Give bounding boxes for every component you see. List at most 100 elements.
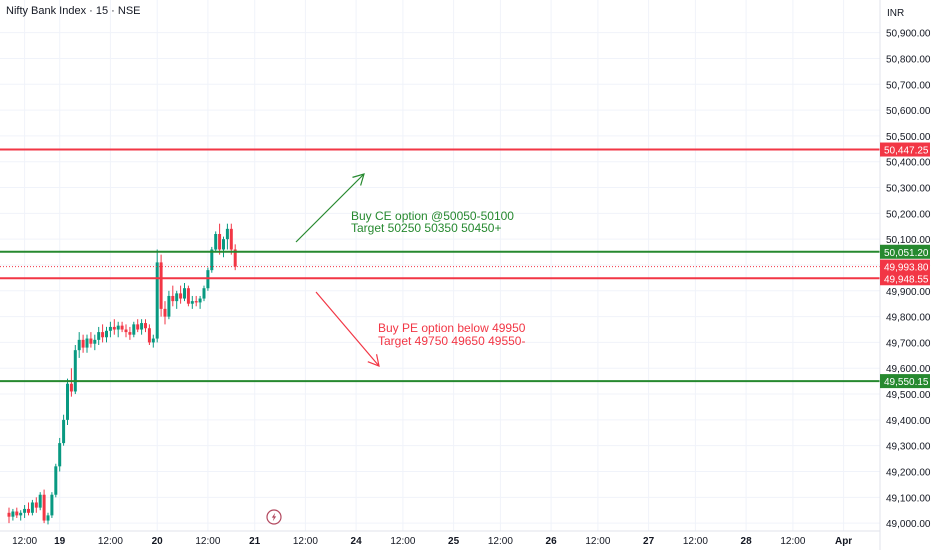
time-axis: 12:00 19 12:00 20 12:00 21 12:00 24 12:00 25 12:00…: [0, 530, 880, 547]
x-tick-label: 25: [448, 536, 460, 547]
candle-body: [46, 515, 50, 521]
candle-body: [222, 239, 225, 250]
up-arrow: [295, 173, 365, 243]
trend-arrows: [295, 173, 380, 367]
x-tick-label: 12:00: [585, 536, 610, 547]
y-tick-label: 50,700.00: [886, 80, 931, 91]
y-tick-label: 50,900.00: [886, 29, 931, 40]
candle-body: [11, 511, 15, 517]
level-price-tag: [880, 244, 930, 259]
x-tick-label: 12:00: [390, 536, 415, 547]
candle-body: [89, 338, 93, 344]
candle-body: [73, 350, 77, 392]
x-tick-label: 12:00: [98, 536, 123, 547]
candle-body: [225, 228, 229, 240]
x-tick-label: 12:00: [12, 536, 37, 547]
candle-body: [128, 332, 132, 335]
y-tick-label: 49,000.00: [886, 519, 931, 530]
candle-body: [155, 262, 159, 339]
y-tick-label: 49,100.00: [886, 493, 931, 504]
ce-annotation-line1: Buy CE option @50050-50100: [351, 209, 514, 223]
x-tick-label: 19: [54, 536, 66, 547]
candle-body: [132, 324, 136, 335]
candle-body: [124, 329, 128, 333]
candle-body: [183, 288, 186, 299]
x-tick-label: 12:00: [488, 536, 513, 547]
down-arrow-head: [367, 354, 380, 367]
candle-body: [120, 325, 124, 330]
candle-body: [93, 339, 97, 344]
candle-body: [147, 328, 151, 343]
level-price-tag: [880, 142, 930, 157]
candle-body: [218, 234, 222, 250]
candle-body: [85, 338, 89, 348]
candle-body: [7, 512, 11, 517]
candle-body: [15, 511, 19, 516]
candle-body: [19, 512, 23, 516]
y-tick-label: 49,800.00: [886, 313, 931, 324]
chart-grid: [0, 0, 880, 531]
candle-body: [198, 298, 202, 303]
currency-label[interactable]: INR: [887, 8, 905, 19]
candle-body: [58, 443, 62, 467]
candle-body: [38, 494, 42, 508]
pe-annotation-line2: Target 49750 49650 49550-: [378, 334, 525, 348]
candle-body: [210, 249, 214, 271]
lightning-icon[interactable]: [266, 509, 282, 525]
candle-body: [34, 502, 38, 508]
candle-body: [140, 323, 144, 330]
x-tick-label: 12:00: [683, 536, 708, 547]
candle-body: [214, 234, 218, 250]
candle-body: [27, 508, 30, 513]
y-tick-label: 50,400.00: [886, 158, 931, 169]
y-tick-label: 49,600.00: [886, 364, 931, 375]
candle-body: [163, 308, 167, 317]
pe-annotation-line1: Buy PE option below 49950: [378, 321, 526, 335]
candle-body: [116, 325, 120, 330]
y-tick-label: 49,300.00: [886, 442, 931, 453]
y-tick-label: 49,500.00: [886, 390, 931, 401]
x-tick-label: 12:00: [780, 536, 805, 547]
candle-body: [112, 326, 116, 330]
x-tick-label: 24: [351, 536, 363, 547]
candle-body: [136, 324, 140, 330]
candle-body: [190, 301, 194, 304]
candle-body: [42, 494, 46, 521]
horizontal-levels: [0, 148, 880, 383]
y-tick-label: 50,100.00: [886, 235, 931, 246]
y-tick-label: 50,600.00: [886, 106, 931, 117]
candle-body: [159, 262, 163, 309]
candle-body: [144, 323, 147, 329]
candle-body: [62, 419, 66, 444]
candle-body: [151, 338, 155, 343]
last-price-label: 49,993.80: [884, 263, 929, 274]
y-tick-label: 50,200.00: [886, 209, 931, 220]
candle-body: [23, 508, 27, 513]
candle-body: [194, 301, 198, 303]
level-price-tag: [880, 271, 930, 286]
candle-body: [175, 293, 179, 302]
candle-body: [97, 332, 101, 340]
candlestick-series: [7, 223, 237, 525]
y-tick-label: 49,700.00: [886, 338, 931, 349]
candle-body: [105, 330, 108, 338]
level-price-label: 49,550.15: [884, 377, 929, 388]
y-tick-label: 49,900.00: [886, 287, 931, 298]
x-tick-label: 21: [249, 536, 261, 547]
x-tick-label: 12:00: [293, 536, 318, 547]
candle-body: [77, 339, 81, 351]
level-price-label: 50,051.20: [884, 248, 929, 259]
candle-body: [233, 249, 237, 267]
y-tick-label: 49,200.00: [886, 467, 931, 478]
level-price-tag: [880, 374, 930, 389]
candle-body: [171, 295, 175, 302]
candle-body: [186, 288, 190, 304]
candle-body: [66, 383, 69, 420]
x-tick-label: 12:00: [195, 536, 220, 547]
candle-body: [54, 466, 58, 495]
down-arrow: [315, 291, 380, 367]
candle-body: [108, 326, 112, 331]
candle-body: [50, 494, 54, 516]
candle-body: [101, 332, 105, 338]
